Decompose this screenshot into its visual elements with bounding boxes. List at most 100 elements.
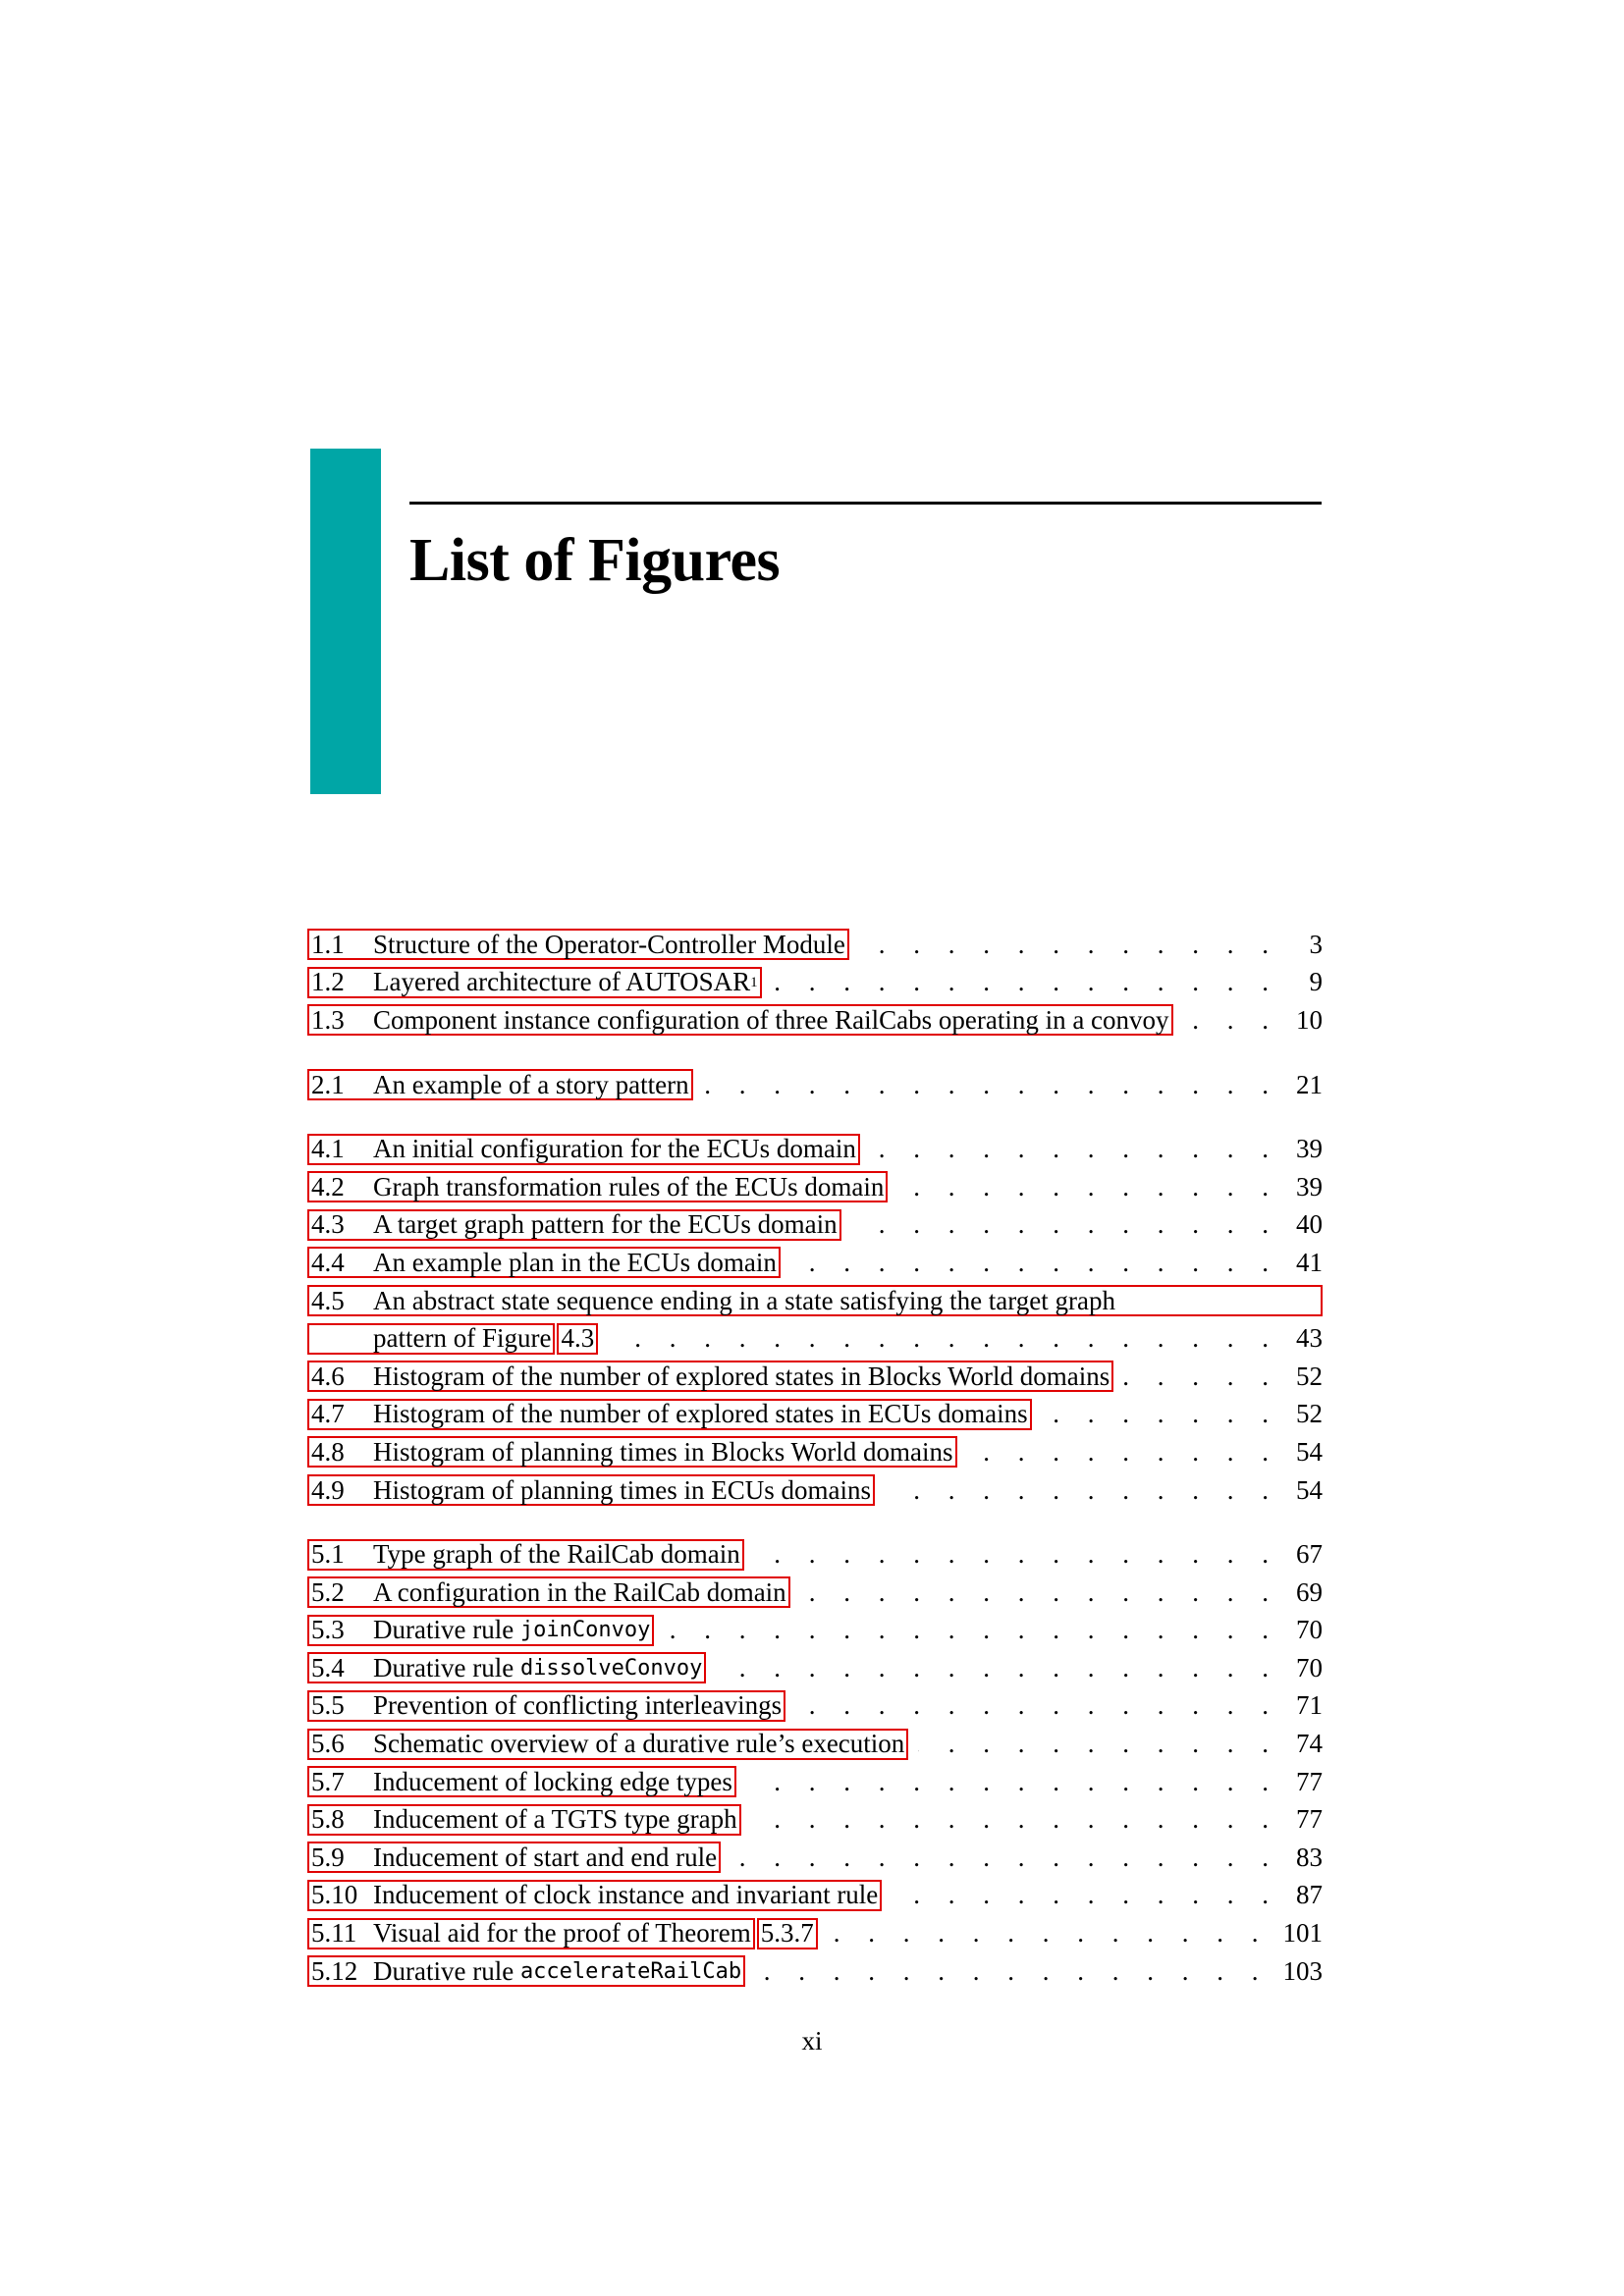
list-item: 5.1 Type graph of the RailCab domain . . … <box>307 1535 1323 1574</box>
page-number[interactable]: 77 <box>1296 1766 1323 1796</box>
page-number[interactable]: 74 <box>1296 1729 1323 1759</box>
figure-link[interactable]: 5.3 Durative rule joinConvoy <box>307 1614 655 1646</box>
figure-link[interactable]: 4.1 An initial configuration for the ECUs… <box>307 1133 860 1165</box>
figure-link[interactable]: 4.6 Histogram of the number of explored s… <box>307 1361 1114 1393</box>
figure-title: Inducement of clock instance and invaria… <box>373 1880 879 1910</box>
dot-leader: . . . . . . . . . . . . . . . . . . . . … <box>772 967 1279 997</box>
figure-link[interactable]: 1.2 Layered architecture of AUTOSAR 1 <box>307 966 762 998</box>
page-number[interactable]: 10 <box>1296 1004 1323 1035</box>
page-number[interactable]: 43 <box>1296 1323 1323 1354</box>
figure-title: A configuration in the RailCab domain <box>373 1576 786 1607</box>
figure-link[interactable]: 5.1 Type graph of the RailCab domain <box>307 1538 744 1571</box>
list-item: 5.4 Durative rule dissolveConvoy . . . . … <box>307 1649 1323 1687</box>
dot-leader: . . . . . . . . . . . . . . . . . . . . … <box>851 1209 1279 1240</box>
figure-number: 4.6 <box>311 1361 345 1391</box>
figure-number: 4.9 <box>311 1474 345 1505</box>
list-item: 2.1 An example of a story pattern . . . .… <box>307 1066 1323 1104</box>
page-number[interactable]: 101 <box>1282 1918 1324 1949</box>
dot-leader: . . . . . . . . . . . . . . . . . . . . … <box>1123 1361 1279 1391</box>
page-number[interactable]: 67 <box>1296 1539 1323 1570</box>
figure-title: An abstract state sequence ending in a s… <box>373 1285 1115 1315</box>
figure-reference-link[interactable]: 5.3.7 <box>756 1917 818 1949</box>
figure-link[interactable]: 5.2 A configuration in the RailCab domain <box>307 1576 790 1609</box>
list-item: 4.1 An initial configuration for the ECUs… <box>307 1130 1323 1168</box>
list-item: 4.7 Histogram of the number of explored s… <box>307 1396 1323 1434</box>
page-number[interactable]: 54 <box>1296 1474 1323 1505</box>
page-number[interactable]: 21 <box>1296 1069 1323 1099</box>
figure-title: Visual aid for the proof of Theorem <box>373 1918 751 1949</box>
figure-group: 4.1 An initial configuration for the ECUs… <box>307 1130 1323 1509</box>
figure-number: 1.3 <box>311 1004 345 1035</box>
list-item: 5.7 Inducement of locking edge types . . … <box>307 1763 1323 1801</box>
dot-leader: . . . . . . . . . . . . . . . . . . . . … <box>1042 1399 1279 1429</box>
chapter-rule <box>409 502 1322 505</box>
figure-link[interactable]: 4.8 Histogram of planning times in Blocks… <box>307 1436 957 1468</box>
figure-title: Prevention of conflicting interleavings <box>373 1690 783 1721</box>
figure-link[interactable]: 4.9 Histogram of planning times in ECUs d… <box>307 1474 875 1507</box>
figure-link[interactable]: 4.4 An example plan in the ECUs domain <box>307 1247 781 1279</box>
list-item: 4.6 Histogram of the number of explored s… <box>307 1358 1323 1396</box>
dot-leader: . . . . . . . . . . . . . . . . . . . . … <box>859 929 1279 959</box>
figure-title: pattern of Figure <box>373 1323 552 1354</box>
figure-number: 5.2 <box>311 1576 345 1607</box>
figure-title: Histogram of the number of explored stat… <box>373 1361 1110 1391</box>
page-number[interactable]: 103 <box>1282 1955 1324 1986</box>
page-number[interactable]: 54 <box>1296 1436 1323 1467</box>
page-number[interactable]: 52 <box>1296 1399 1323 1429</box>
dot-leader: . . . . . . . . . . . . . . . . . . . . … <box>795 1690 1279 1721</box>
figure-link[interactable]: pattern of Figure <box>307 1322 556 1355</box>
list-item: 1.3 Component instance configuration of t… <box>307 1001 1323 1040</box>
dot-leader: . . . . . . . . . . . . . . . . . . . . … <box>918 1729 1279 1759</box>
page-number[interactable]: 39 <box>1296 1134 1323 1164</box>
dot-leader: . . . . . . . . . . . . . . . . . . . . … <box>870 1134 1279 1164</box>
figure-link[interactable]: 5.11 Visual aid for the proof of Theorem <box>307 1917 755 1949</box>
figure-link[interactable]: 5.10 Inducement of clock instance and inv… <box>307 1879 883 1911</box>
figure-link[interactable]: 4.5 An abstract state sequence ending in … <box>307 1285 1323 1317</box>
figure-link[interactable]: 5.6 Schematic overview of a durative rule… <box>307 1728 909 1760</box>
page-number[interactable]: 69 <box>1296 1576 1323 1607</box>
figure-group: 1.1 Structure of the Operator-Controller … <box>307 926 1323 1040</box>
figure-number: 5.9 <box>311 1842 345 1872</box>
figure-link[interactable]: 2.1 An example of a story pattern <box>307 1069 693 1101</box>
figure-number: 2.1 <box>311 1069 345 1099</box>
figure-number: 4.8 <box>311 1436 345 1467</box>
figure-link[interactable]: 5.9 Inducement of start and end rule <box>307 1842 722 1874</box>
figure-link[interactable]: 5.8 Inducement of a TGTS type graph <box>307 1803 741 1836</box>
page-number[interactable]: 39 <box>1296 1171 1323 1201</box>
figure-number: 5.7 <box>311 1766 345 1796</box>
figure-title: Durative rule <box>373 1955 520 1986</box>
page-number[interactable]: 41 <box>1296 1247 1323 1277</box>
dot-leader: . . . . . . . . . . . . . . . . . . . . … <box>716 1652 1279 1682</box>
figure-link[interactable]: 4.3 A target graph pattern for the ECUs d… <box>307 1208 841 1241</box>
figure-link[interactable]: 5.12 Durative rule accelerateRailCab <box>307 1955 746 1988</box>
page-number[interactable]: 3 <box>1309 929 1324 959</box>
figure-reference-link[interactable]: 4.3 <box>557 1322 599 1355</box>
list-of-figures: 1.1 Structure of the Operator-Controller … <box>307 926 1323 2016</box>
list-item: 4.3 A target graph pattern for the ECUs d… <box>307 1206 1323 1245</box>
figure-link[interactable]: 5.4 Durative rule dissolveConvoy <box>307 1652 707 1684</box>
page-number[interactable]: 52 <box>1296 1361 1323 1391</box>
dot-leader: . . . . . . . . . . . . . . . . . . . . … <box>664 1615 1279 1645</box>
figure-link[interactable]: 5.7 Inducement of locking edge types <box>307 1766 736 1798</box>
list-item-continuation: pattern of Figure 4.3 . . . . . . . . . .… <box>307 1319 1323 1358</box>
figure-link[interactable]: 1.1 Structure of the Operator-Controller … <box>307 929 849 961</box>
figure-link[interactable]: 4.7 Histogram of the number of explored s… <box>307 1398 1032 1430</box>
page-number[interactable]: 71 <box>1296 1690 1323 1721</box>
figure-number: 5.12 <box>311 1955 358 1986</box>
page-number[interactable]: 70 <box>1296 1615 1323 1645</box>
page-number[interactable]: 9 <box>1309 967 1324 997</box>
dot-leader: . . . . . . . . . . . . . . . . . . . . … <box>754 1539 1279 1570</box>
figure-group: 2.1 An example of a story pattern . . . .… <box>307 1066 1323 1104</box>
figure-link[interactable]: 1.3 Component instance configuration of t… <box>307 1004 1173 1037</box>
page-number[interactable]: 83 <box>1296 1842 1323 1872</box>
page-number[interactable]: 87 <box>1296 1880 1323 1910</box>
page-number[interactable]: 70 <box>1296 1652 1323 1682</box>
page-number[interactable]: 77 <box>1296 1804 1323 1835</box>
figure-title: An initial configuration for the ECUs do… <box>373 1134 856 1164</box>
page-title: List of Figures <box>409 527 781 594</box>
figure-title: Type graph of the RailCab domain <box>373 1539 740 1570</box>
figure-link[interactable]: 4.2 Graph transformation rules of the ECU… <box>307 1171 889 1203</box>
figure-link[interactable]: 5.5 Prevention of conflicting interleavin… <box>307 1689 786 1722</box>
page-number[interactable]: 40 <box>1296 1209 1323 1240</box>
chapter-accent-bar <box>310 449 381 794</box>
